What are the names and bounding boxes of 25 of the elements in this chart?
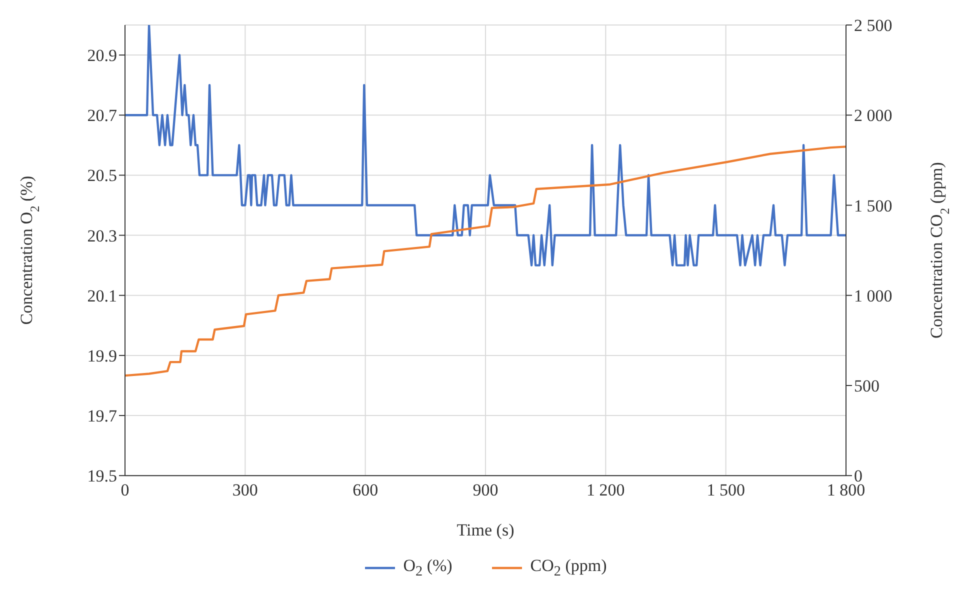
y-tick-label: 19.5 bbox=[87, 466, 117, 486]
line-series bbox=[125, 146, 846, 377]
y2-tick-label: 2 000 bbox=[854, 106, 892, 126]
y-tick-label: 20.9 bbox=[87, 46, 117, 66]
legend-label: CO$_{2}$ (ppm) bbox=[530, 556, 607, 580]
line-series bbox=[125, 25, 846, 266]
x-tick-label: 0 bbox=[120, 480, 130, 500]
x-tick-label: 1 800 bbox=[826, 480, 866, 500]
legend-label: O$_{2}$ (%) bbox=[403, 556, 452, 580]
y-tick-label: 19.7 bbox=[87, 406, 118, 426]
y-tick-label: 19.9 bbox=[87, 346, 117, 366]
y2-tick-label: 2 500 bbox=[854, 16, 892, 36]
x-tick-label: 600 bbox=[352, 480, 378, 500]
x-tick-label: 900 bbox=[472, 480, 498, 500]
y-tick-label: 20.5 bbox=[87, 166, 117, 186]
x-tick-label: 300 bbox=[232, 480, 258, 500]
y-tick-label: 20.3 bbox=[87, 226, 117, 246]
y-tick-label: 20.1 bbox=[87, 286, 117, 306]
y2-tick-label: 1 000 bbox=[854, 286, 892, 306]
x-axis-title: Time (s) bbox=[456, 520, 514, 540]
x-tick-label: 1 200 bbox=[586, 480, 625, 500]
y2-tick-label: 1 500 bbox=[854, 196, 892, 216]
y-tick-label: 20.7 bbox=[87, 106, 118, 126]
x-tick-label: 1 500 bbox=[706, 480, 745, 500]
y2-tick-label: 500 bbox=[854, 376, 880, 396]
